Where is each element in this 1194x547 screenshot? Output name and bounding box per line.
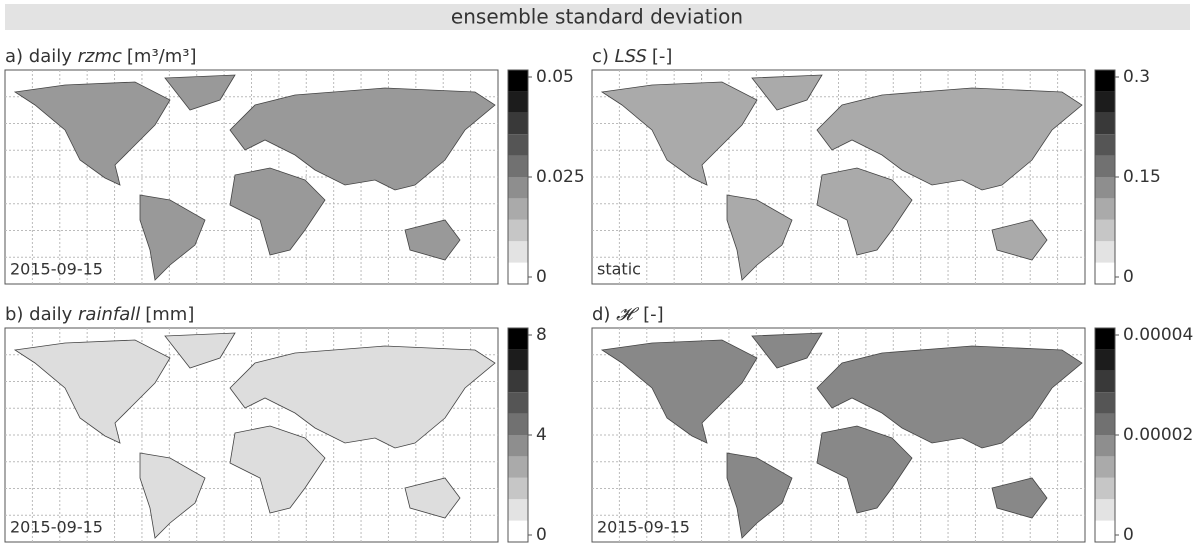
colorbar-step	[1095, 198, 1115, 219]
colorbar-step	[1095, 478, 1115, 499]
colorbar-tick-label: 0.025	[536, 167, 585, 187]
figure: ensemble standard deviation a) daily rzm…	[0, 0, 1194, 543]
colorbar-step	[508, 456, 528, 477]
colorbar-step	[508, 414, 528, 435]
map-annotation: 2015-09-15	[10, 518, 103, 537]
colorbar-step	[1095, 113, 1115, 134]
panel-prefix: a) daily	[5, 46, 78, 67]
colorbar-step	[1095, 414, 1115, 435]
panel-units: [-]	[637, 304, 663, 325]
colorbar-tick-label: 0	[536, 267, 547, 287]
colorbar-step	[508, 349, 528, 370]
colorbar-step	[1095, 392, 1115, 413]
panel-label: c) LSS[-]	[592, 46, 672, 67]
colorbar-tick-label: 4	[536, 425, 547, 445]
colorbar-step	[508, 134, 528, 155]
colorbar-step	[1095, 134, 1115, 155]
colorbar-step	[1095, 177, 1115, 198]
colorbar-step	[508, 435, 528, 456]
panel-prefix: c)	[592, 46, 615, 67]
colorbar-step	[508, 177, 528, 198]
colorbar-step	[1095, 371, 1115, 392]
colorbar-step	[508, 521, 528, 542]
map: 2015-09-15	[5, 70, 498, 284]
colorbar-step	[508, 499, 528, 520]
colorbar-step	[508, 113, 528, 134]
colorbar-step	[1095, 456, 1115, 477]
colorbar-step	[1095, 499, 1115, 520]
colorbar-step	[508, 220, 528, 241]
colorbar-tick-label: 8	[536, 325, 547, 345]
colorbar-tick-label: 0.3	[1123, 67, 1150, 87]
panel-units: [-]	[652, 46, 673, 67]
colorbar-step	[508, 241, 528, 262]
colorbar-step	[1095, 349, 1115, 370]
colorbar-step	[508, 198, 528, 219]
colorbar-tick-label: 0.05	[536, 67, 574, 87]
panel-label: a) daily rzmc[m³/m³]	[5, 46, 197, 67]
colorbar-step	[508, 328, 528, 349]
colorbar-tick-label: 0.00004	[1123, 325, 1193, 345]
panel-variable: rzmc	[78, 46, 122, 67]
figure-title: ensemble standard deviation	[451, 5, 743, 29]
map: 2015-09-15	[5, 328, 498, 542]
colorbar-step	[508, 371, 528, 392]
map-annotation: 2015-09-15	[10, 260, 103, 279]
panel-label: d) 𝓗 [-]	[592, 304, 664, 325]
colorbar-step	[508, 263, 528, 284]
map: 2015-09-15	[592, 328, 1085, 542]
panel-variable: rainfall	[78, 304, 140, 325]
panel-label: b) daily rainfall[mm]	[5, 304, 194, 325]
page: ensemble standard deviation a) daily rzm…	[0, 0, 1194, 547]
colorbar-step	[1095, 263, 1115, 284]
panel-variable: LSS	[615, 46, 647, 67]
colorbar-step	[1095, 91, 1115, 112]
colorbar-step	[1095, 328, 1115, 349]
colorbar-step	[508, 392, 528, 413]
map-annotation: static	[597, 260, 641, 279]
colorbar-step	[508, 156, 528, 177]
panel-prefix: b) daily	[5, 304, 78, 325]
colorbar-tick-label: 0	[1123, 525, 1134, 543]
colorbar-step	[1095, 521, 1115, 542]
colorbar-step	[508, 91, 528, 112]
colorbar-tick-label: 0	[536, 525, 547, 543]
colorbar-step	[1095, 70, 1115, 91]
panel-units: [m³/m³]	[127, 46, 197, 67]
colorbar-step	[1095, 220, 1115, 241]
colorbar-step	[508, 70, 528, 91]
colorbar-tick-label: 0	[1123, 267, 1134, 287]
colorbar-step	[1095, 435, 1115, 456]
map: static	[592, 70, 1085, 284]
panel-units: [mm]	[145, 304, 194, 325]
colorbar-step	[1095, 156, 1115, 177]
panel-prefix: d)	[592, 304, 616, 325]
map-annotation: 2015-09-15	[597, 518, 690, 537]
colorbar-tick-label: 0.00002	[1123, 425, 1193, 445]
colorbar-step	[1095, 241, 1115, 262]
colorbar-tick-label: 0.15	[1123, 167, 1161, 187]
colorbar-step	[508, 478, 528, 499]
